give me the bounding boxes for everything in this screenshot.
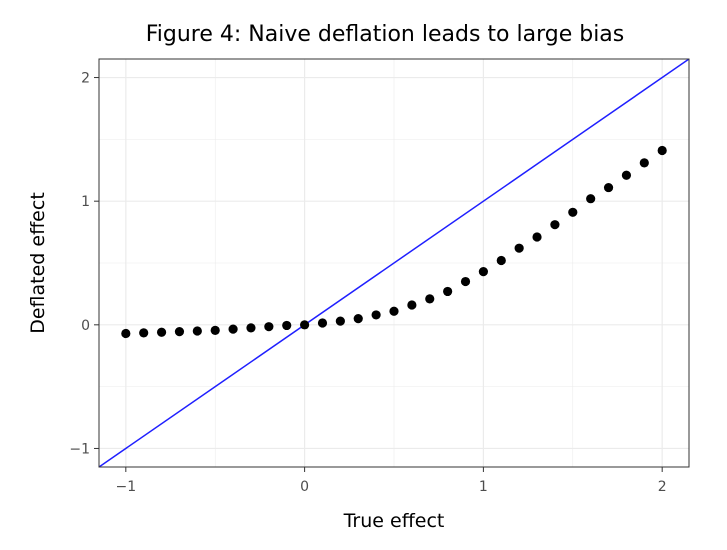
data-point (246, 323, 256, 333)
data-point (192, 326, 202, 336)
data-point (228, 324, 238, 334)
data-point (460, 276, 471, 287)
data-point (514, 243, 524, 253)
data-point (443, 286, 453, 297)
data-point (335, 316, 345, 326)
data-point (496, 255, 506, 266)
y-tick-label: 1 (81, 194, 90, 210)
y-axis-title: Deflated effect (27, 192, 49, 334)
x-tick-label: 0 (300, 479, 309, 495)
data-point (210, 325, 220, 335)
data-point (282, 320, 292, 331)
x-tick-label: 2 (658, 479, 667, 495)
data-point (425, 294, 435, 304)
plot-border (98, 58, 690, 468)
data-point (478, 267, 488, 277)
data-point (532, 232, 542, 242)
data-point (371, 310, 381, 320)
data-point (407, 300, 417, 310)
chart-title: Figure 4: Naive deflation leads to large… (146, 22, 625, 47)
y-tick-label: 2 (81, 71, 90, 87)
data-point (639, 158, 649, 168)
data-point (389, 306, 399, 316)
x-axis-title: True effect (343, 510, 445, 532)
y-tick-label: −1 (69, 441, 90, 457)
data-point (156, 327, 167, 337)
data-point (603, 182, 614, 193)
plot-area: −1 0 1 2 −1 0 1 2 (69, 58, 690, 495)
data-point (621, 170, 632, 180)
x-tick-label: −1 (115, 479, 136, 495)
data-point (586, 194, 596, 204)
data-point (121, 328, 131, 339)
data-point (657, 145, 667, 156)
data-point (550, 220, 560, 230)
data-point (353, 314, 363, 324)
data-point (300, 320, 310, 330)
data-point (264, 322, 274, 332)
data-point (317, 318, 328, 328)
data-point (174, 327, 185, 337)
x-tick-label: 1 (479, 479, 488, 495)
data-point (568, 207, 578, 217)
identity-reference-line (99, 59, 689, 467)
data-point (139, 328, 149, 338)
y-tick-label: 0 (81, 318, 90, 334)
